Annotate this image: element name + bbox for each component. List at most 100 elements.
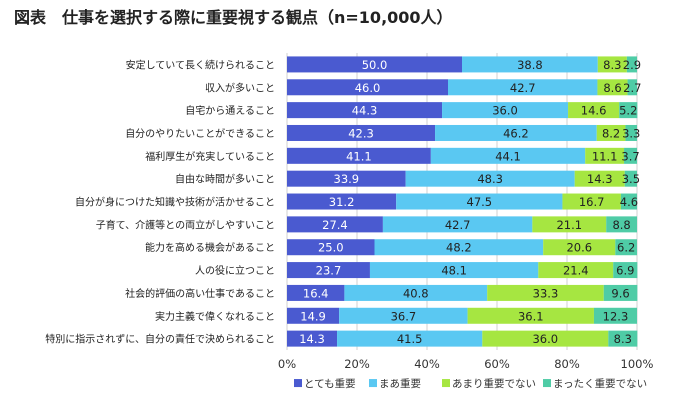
bar-segment [613,262,638,279]
data-label: 6.2 [617,241,635,255]
bar-segment [287,124,436,141]
bar-segment [344,284,488,301]
data-label: 40.8 [403,286,429,300]
bar-segment [626,56,637,73]
legend-swatch [543,379,551,388]
bar-segment [442,102,569,119]
bar-segment [606,216,637,233]
data-label: 48.3 [477,172,503,186]
data-label: 14.6 [581,104,607,118]
bar-segment [597,56,627,73]
bar-segment [430,147,586,164]
data-label: 44.3 [352,104,378,118]
category-label: 自由な時間が多いこと [175,173,275,186]
category-label: 実力主義で偉くなれること [155,310,275,323]
data-label: 48.1 [441,264,467,278]
bar-segment [382,216,533,233]
category-label: 特別に指示されずに、自分の責任で決められること [45,333,275,346]
bar-segment [627,79,637,96]
bar-segment [287,102,443,119]
data-label: 42.7 [445,218,471,232]
data-label: 31.2 [329,195,355,209]
category-label: 自宅から通えること [185,104,275,117]
bar-segment [482,330,609,347]
data-label: 48.2 [446,241,472,255]
bar-segment [467,307,594,324]
data-label: 27.4 [322,218,348,232]
bar-segment [603,284,638,301]
data-label: 3.3 [622,126,640,140]
bar-segment [543,239,616,256]
bar-segment [287,239,375,256]
bar-segment [568,102,620,119]
data-label: 11.1 [592,149,618,163]
data-label: 21.1 [556,218,582,232]
x-tick-label: 40% [414,357,440,371]
bar-segment [287,284,345,301]
bar-segment [585,147,625,164]
bar-segment [562,193,621,210]
legend-label: とても重要 [304,377,356,390]
bar-segment [615,239,637,256]
bar-segment [625,124,637,141]
data-label: 36.7 [391,309,417,323]
data-label: 20.6 [566,241,592,255]
legend-swatch [442,379,450,388]
category-label: 自分が身につけた知識や技術が活かせること [75,196,275,209]
data-label: 44.1 [495,149,521,163]
bar-segment [287,56,462,73]
category-label: 子育て、介護等との両立がしやすいこと [96,218,275,231]
data-label: 50.0 [362,58,388,72]
bar-segment [624,147,637,164]
bar-segment [593,307,637,324]
data-label: 46.0 [355,81,381,95]
data-label: 36.0 [532,332,558,346]
bar-segment [287,216,383,233]
legend-swatch [369,379,377,388]
bar-segment [574,170,625,187]
bar-segment [339,307,468,324]
data-label: 42.3 [348,126,374,140]
bar-segment [287,307,340,324]
data-label: 16.4 [303,286,329,300]
category-label: 安定していて長く続けられること [126,58,275,71]
data-label: 14.9 [300,309,326,323]
bar-segment [624,170,637,187]
bar-segment [487,284,604,301]
data-label: 42.7 [510,81,536,95]
bar-segment [596,124,626,141]
chart-title: 図表 仕事を選択する際に重要視する観点（n=10,000人） [14,8,453,27]
bar-segment [369,262,539,279]
data-label: 38.8 [517,58,543,72]
data-label: 23.7 [316,264,342,278]
data-label: 6.9 [616,264,634,278]
x-tick-label: 20% [344,357,370,371]
data-label: 9.6 [611,286,629,300]
bar-segment [287,330,338,347]
data-label: 2.9 [623,58,641,72]
bar-segment [374,239,544,256]
bar-segment [287,147,431,164]
bar-segment [287,262,370,279]
x-tick-label: 80% [554,357,580,371]
bar-segment [608,330,638,347]
data-label: 25.0 [318,241,344,255]
bar-segment [287,193,397,210]
category-label: 自分のやりたいことができること [125,127,275,140]
x-tick-label: 100% [621,357,654,371]
data-label: 8.6 [603,81,621,95]
data-label: 46.2 [503,126,529,140]
data-label: 5.2 [619,104,637,118]
data-label: 3.7 [621,149,639,163]
data-label: 33.3 [533,286,559,300]
data-label: 33.9 [334,172,360,186]
x-tick-label: 60% [484,357,510,371]
data-label: 14.3 [587,172,613,186]
data-label: 14.3 [299,332,325,346]
bar-segment [287,79,448,96]
data-label: 8.8 [612,218,630,232]
category-label: 能力を高める機会があること [145,241,275,254]
x-tick-label: 0% [278,357,296,371]
bar-segment [287,170,406,187]
